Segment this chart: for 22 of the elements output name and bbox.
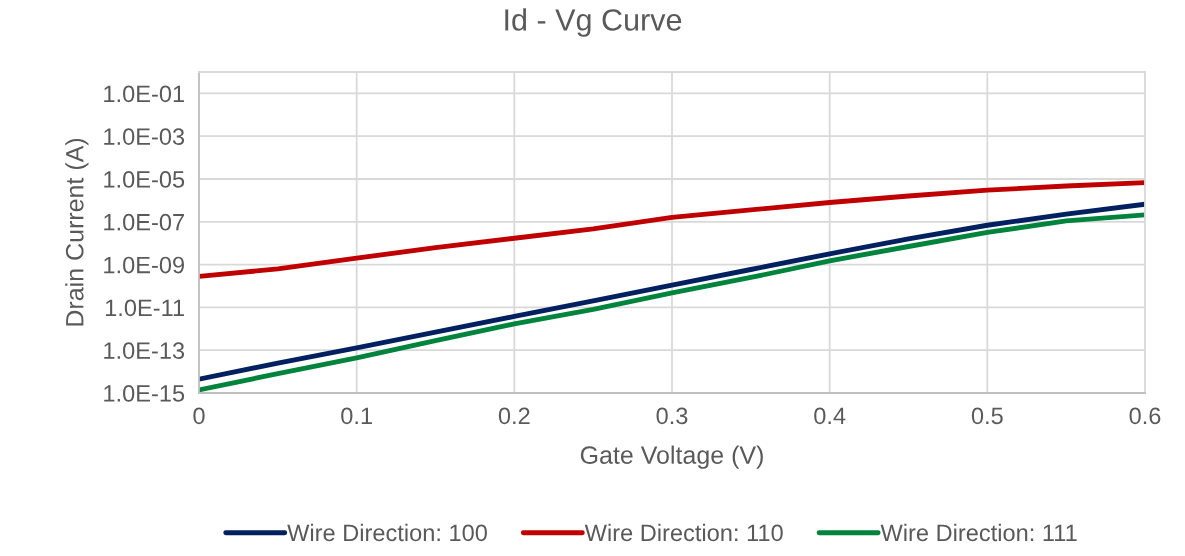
y-tick-label: 1.0E-01 bbox=[104, 85, 184, 103]
x-tick-label: 0.1 bbox=[341, 407, 372, 425]
y-tick-label: 1.0E-03 bbox=[104, 128, 185, 145]
y-tick-label: 1.0E-09 bbox=[104, 256, 184, 274]
x-tick-label: 0.5 bbox=[971, 407, 1003, 425]
y-tick-label: 1.0E-05 bbox=[104, 171, 185, 188]
x-tick-label: 0 bbox=[193, 407, 205, 425]
x-axis-title: Gate Voltage (V) bbox=[580, 445, 763, 469]
y-tick-label: 1.0E-15 bbox=[104, 385, 185, 402]
y-axis-title: Drain Current (A) bbox=[65, 138, 89, 326]
legend-label: Wire Direction: 100 bbox=[287, 523, 487, 542]
x-tick-label: 0.4 bbox=[814, 407, 846, 425]
y-tick-label: 1.0E-11 bbox=[105, 299, 184, 317]
x-tick-label: 0.3 bbox=[656, 407, 688, 425]
legend-label: Wire Direction: 110 bbox=[584, 523, 783, 542]
chart-title: Id - Vg Curve bbox=[505, 8, 682, 37]
x-tick-label: 0.2 bbox=[498, 407, 530, 425]
legend-label: Wire Direction: 111 bbox=[880, 523, 1077, 542]
y-tick-label: 1.0E-07 bbox=[104, 213, 184, 231]
x-tick-label: 0.6 bbox=[1129, 407, 1161, 425]
y-tick-label: 1.0E-13 bbox=[104, 342, 185, 359]
line-series bbox=[199, 180, 1145, 279]
